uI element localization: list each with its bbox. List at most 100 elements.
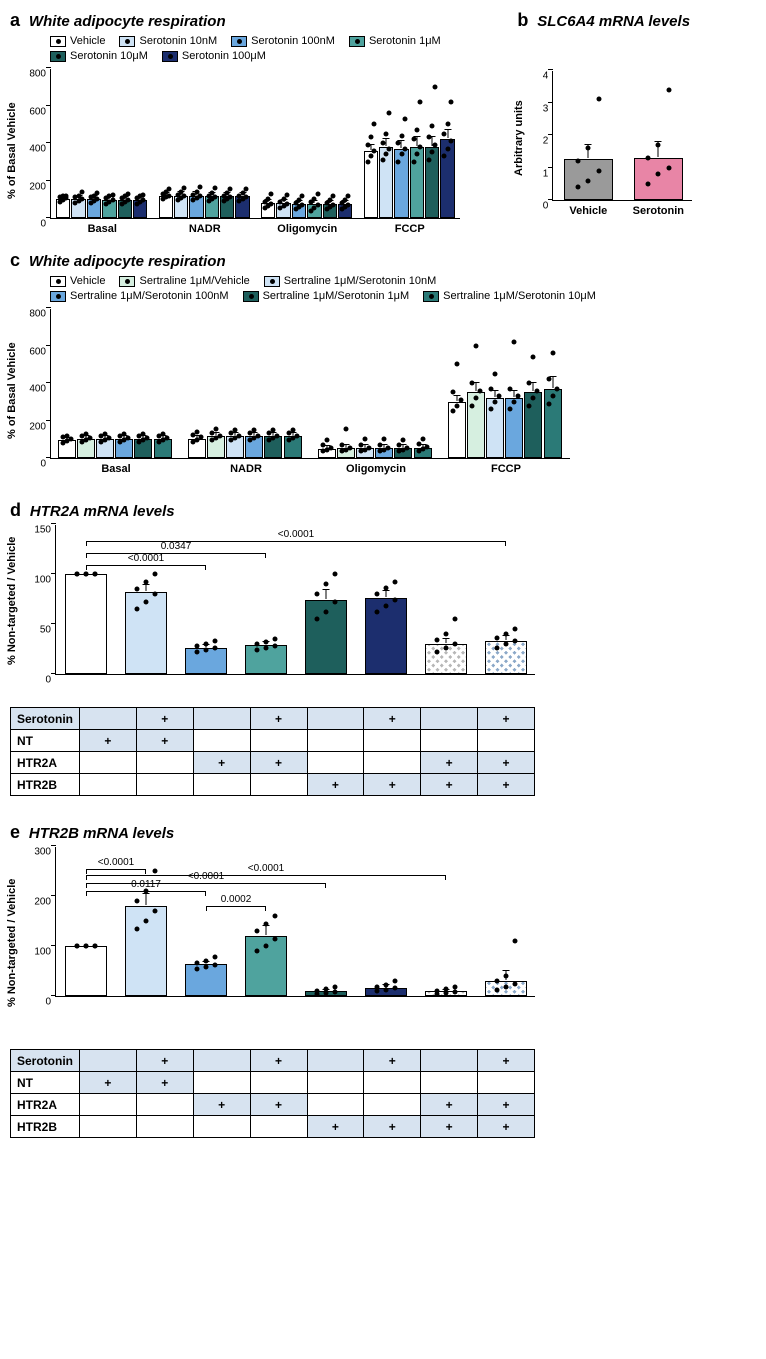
significance-label: <0.0001: [188, 871, 224, 882]
data-point: [427, 135, 432, 140]
cond-row-header: Serotonin: [11, 708, 80, 730]
data-point: [512, 339, 517, 344]
cond-cell: [421, 1050, 478, 1072]
data-point: [453, 989, 458, 994]
data-point: [84, 944, 89, 949]
cond-cell: [307, 708, 364, 730]
data-point: [300, 202, 305, 207]
legend-label: Serotonin 10μM: [70, 50, 148, 62]
legend-swatch: [119, 276, 135, 287]
data-point: [264, 921, 269, 926]
data-point: [504, 974, 509, 979]
data-point: [445, 146, 450, 151]
legend-swatch: [264, 276, 280, 287]
legend-item: Sertraline 1μM/Serotonin 10μM: [423, 290, 596, 302]
legend-item: Vehicle: [50, 275, 105, 287]
legend-label: Sertraline 1μM/Serotonin 100nM: [70, 290, 229, 302]
cond-cell: [193, 1072, 250, 1094]
data-point: [144, 600, 149, 605]
data-point: [194, 189, 199, 194]
cond-cell: [136, 752, 193, 774]
data-point: [448, 99, 453, 104]
data-point: [358, 442, 363, 447]
data-point: [228, 195, 233, 200]
data-point: [266, 197, 271, 202]
cond-row-header: NT: [11, 1072, 80, 1094]
significance-label: 0.0117: [131, 879, 161, 890]
cond-cell: [307, 1094, 364, 1116]
data-point: [144, 580, 149, 585]
data-point: [430, 150, 435, 155]
plot-area: 0200400600800BasalNADROligomycinFCCP: [50, 69, 460, 219]
ytick: 4: [543, 71, 549, 82]
data-point: [397, 442, 402, 447]
cond-cell: [364, 1094, 421, 1116]
data-point: [516, 394, 521, 399]
data-point: [371, 148, 376, 153]
legend-item: Sertraline 1μM/Serotonin 10nM: [264, 275, 436, 287]
data-point: [508, 407, 513, 412]
cond-cell: +: [478, 1050, 535, 1072]
category-label: Vehicle: [569, 205, 607, 217]
cond-cell: +: [193, 752, 250, 774]
legend-label: Serotonin 100μM: [182, 50, 266, 62]
cond-cell: +: [478, 774, 535, 796]
legend-item: Sertraline 1μM/Serotonin 100nM: [50, 290, 229, 302]
data-point: [343, 198, 348, 203]
chart-e: % Non-targeted / Vehicle 0100200300<0.00…: [10, 847, 630, 1047]
significance-label: <0.0001: [248, 863, 284, 874]
data-point: [469, 403, 474, 408]
panel-e-title: HTR2B mRNA levels: [29, 825, 174, 842]
data-point: [204, 965, 209, 970]
data-point: [453, 617, 458, 622]
category-label: Serotonin: [633, 205, 684, 217]
legend-item: Serotonin 100μM: [162, 50, 266, 62]
ytick: 0: [543, 201, 549, 212]
legend-swatch: [349, 36, 365, 47]
legend-swatch: [50, 36, 66, 47]
ytick: 0: [45, 675, 51, 686]
data-point: [442, 154, 447, 159]
legend-swatch: [162, 51, 178, 62]
data-point: [384, 987, 389, 992]
data-point: [513, 982, 518, 987]
data-point: [575, 159, 580, 164]
legend-item: Serotonin 10μM: [50, 50, 148, 62]
data-point: [656, 172, 661, 177]
data-point: [294, 433, 299, 438]
significance-label: <0.0001: [98, 857, 134, 868]
cond-cell: +: [421, 1116, 478, 1138]
data-point: [430, 124, 435, 129]
cond-cell: +: [193, 1094, 250, 1116]
panel-d-label: d: [10, 500, 21, 520]
data-point: [504, 632, 509, 637]
cond-row-header: HTR2B: [11, 1116, 80, 1138]
data-point: [405, 445, 410, 450]
data-point: [493, 399, 498, 404]
data-point: [365, 142, 370, 147]
cond-cell: +: [80, 730, 137, 752]
data-point: [315, 202, 320, 207]
legend-swatch: [50, 291, 66, 302]
data-point: [387, 111, 392, 116]
data-point: [213, 963, 218, 968]
significance-label: <0.0001: [278, 529, 314, 540]
data-point: [273, 644, 278, 649]
data-point: [554, 386, 559, 391]
data-point: [424, 444, 429, 449]
data-point: [252, 427, 257, 432]
data-point: [494, 646, 499, 651]
legend-label: Vehicle: [70, 35, 105, 47]
significance-label: <0.0001: [128, 553, 164, 564]
data-point: [469, 381, 474, 386]
data-point: [645, 155, 650, 160]
data-point: [427, 157, 432, 162]
data-point: [444, 632, 449, 637]
data-point: [197, 185, 202, 190]
cond-cell: +: [364, 774, 421, 796]
cond-cell: +: [250, 1050, 307, 1072]
cond-cell: +: [136, 1050, 193, 1072]
cond-cell: +: [364, 1050, 421, 1072]
cond-cell: [80, 708, 137, 730]
ytick: 2: [543, 136, 549, 147]
